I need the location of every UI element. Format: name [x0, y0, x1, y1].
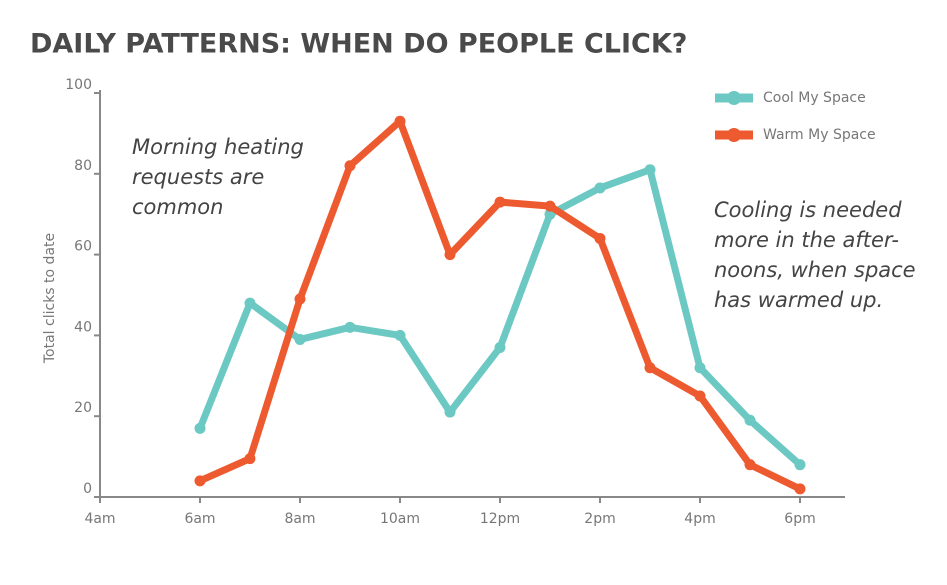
point: [394, 329, 406, 341]
annotation: requests are: [132, 165, 264, 189]
point: [494, 196, 506, 208]
y-axis-label: Total clicks to date: [42, 233, 58, 364]
legend-label: Warm My Space: [763, 127, 876, 143]
point: [744, 459, 756, 471]
point: [294, 333, 306, 345]
point: [194, 422, 206, 434]
x-tick-label: 6am: [184, 511, 215, 527]
legend-label: Cool My Space: [763, 90, 866, 106]
annotation: common: [132, 195, 223, 219]
point: [794, 483, 806, 495]
point: [694, 390, 706, 402]
point: [694, 362, 706, 374]
point: [794, 459, 806, 471]
annotation: Cooling is needed: [714, 198, 902, 222]
point: [244, 453, 256, 465]
y-tick-label: 60: [74, 239, 92, 255]
y-tick-label: 40: [74, 319, 92, 335]
annotation: has warmed up.: [714, 288, 883, 312]
point: [394, 115, 406, 127]
y-tick-label: 100: [65, 77, 92, 93]
annotation: Morning heating: [132, 135, 304, 159]
point: [444, 249, 456, 261]
y-tick-label: 20: [74, 400, 92, 416]
x-tick-label: 6pm: [784, 511, 815, 527]
x-tick-label: 12pm: [480, 511, 520, 527]
legend-swatch-dot: [727, 91, 741, 105]
point: [594, 232, 606, 244]
y-tick-label: 0: [83, 481, 92, 497]
annotation: noons, when space: [714, 258, 916, 282]
point: [194, 475, 206, 487]
x-tick-label: 10am: [380, 511, 420, 527]
point: [494, 342, 506, 354]
x-tick-label: 2pm: [584, 511, 615, 527]
point: [544, 200, 556, 212]
y-tick-label: 80: [74, 158, 92, 174]
point: [644, 164, 656, 176]
point: [444, 406, 456, 418]
x-tick-label: 4pm: [684, 511, 715, 527]
chart-title: DAILY PATTERNS: WHEN DO PEOPLE CLICK?: [30, 29, 687, 60]
point: [294, 293, 306, 305]
point: [344, 160, 356, 172]
point: [644, 362, 656, 374]
legend-swatch-dot: [727, 128, 741, 142]
x-tick-label: 8am: [284, 511, 315, 527]
point: [594, 182, 606, 194]
point: [244, 297, 256, 309]
annotation: more in the after-: [714, 228, 899, 252]
x-tick-label: 4am: [84, 511, 115, 527]
series-line: [198, 117, 802, 493]
point: [344, 321, 356, 333]
point: [744, 414, 756, 426]
series-line: [196, 166, 803, 468]
